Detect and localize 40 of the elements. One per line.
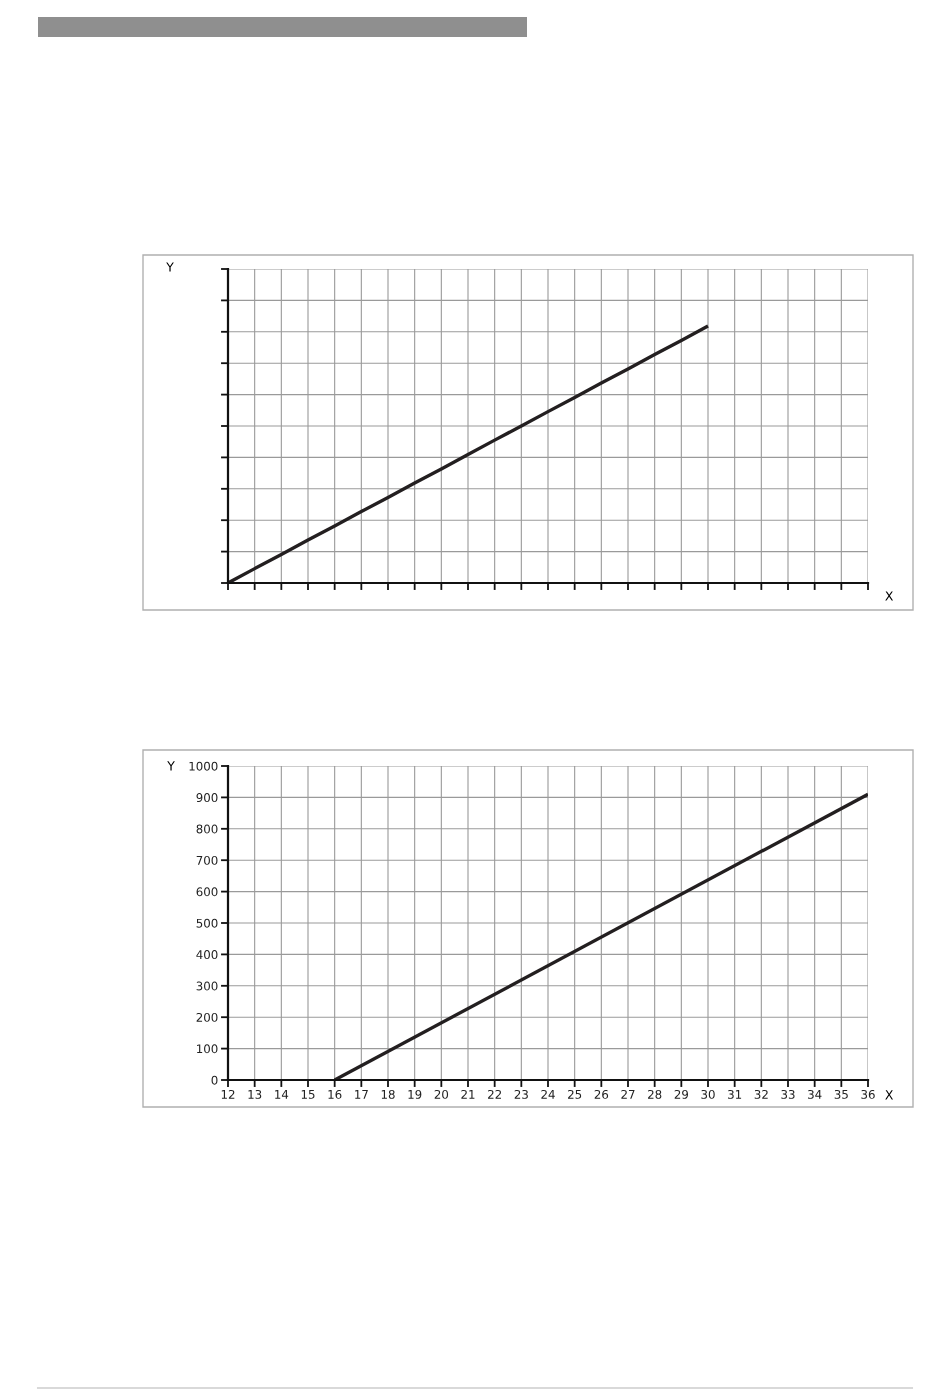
x-tick-label: 15	[301, 1090, 315, 1099]
x-tick-label: 23	[514, 1089, 528, 1099]
x-tick-label: 30	[701, 1089, 715, 1099]
y-tick-label: 0	[211, 1075, 218, 1085]
x-tick-label: 28	[648, 1089, 662, 1099]
x-axis-title: X	[885, 1090, 894, 1100]
y-axis-title: Y	[166, 262, 174, 272]
x-tick-label: 29	[674, 1089, 689, 1099]
x-tick-label: 32	[754, 1089, 768, 1099]
y-tick-label: 200	[196, 1012, 218, 1022]
x-tick-label: 21	[461, 1089, 475, 1099]
x-tick-label: 12	[221, 1089, 235, 1099]
y-axis-title: Y	[167, 761, 175, 771]
x-tick-label: 18	[381, 1089, 395, 1099]
x-tick-label: 16	[328, 1089, 342, 1099]
x-tick-label: 33	[781, 1089, 795, 1099]
x-tick-label: 34	[808, 1089, 822, 1099]
x-tick-label: 22	[488, 1089, 501, 1099]
x-tick-label: 17	[355, 1090, 368, 1099]
x-axis-title: X	[885, 591, 894, 601]
y-tick-label: 1000	[189, 761, 218, 771]
x-tick-label: 13	[248, 1089, 262, 1099]
y-tick-label: 300	[196, 981, 218, 991]
x-tick-label: 27	[621, 1089, 635, 1099]
y-tick-label: 800	[196, 824, 218, 834]
y-tick-label: 900	[196, 793, 218, 803]
y-tick-label: 700	[196, 855, 218, 865]
x-tick-label: 20	[434, 1089, 449, 1099]
x-tick-label: 24	[541, 1089, 555, 1099]
x-tick-label: 36	[861, 1089, 875, 1099]
x-tick-label: 31	[728, 1089, 742, 1099]
y-tick-label: 400	[196, 950, 218, 960]
y-tick-label: 600	[196, 887, 218, 897]
x-tick-label: 26	[594, 1089, 609, 1099]
y-tick-label: 500	[196, 918, 218, 928]
x-tick-label: 35	[834, 1089, 848, 1099]
y-tick-label: 100	[197, 1044, 218, 1054]
x-tick-label: 25	[568, 1089, 582, 1099]
x-tick-label: 14	[275, 1090, 289, 1099]
x-tick-label: 19	[408, 1089, 422, 1099]
